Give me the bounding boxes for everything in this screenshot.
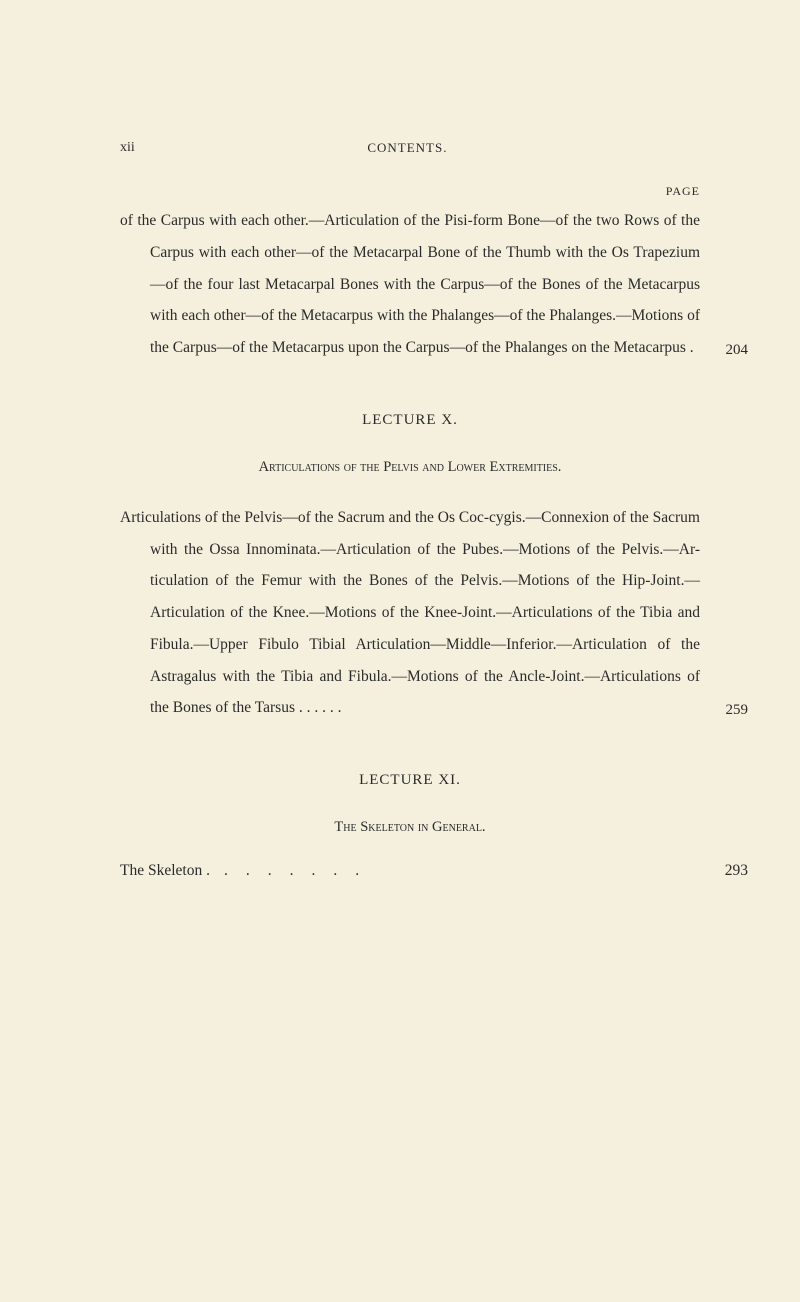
skeleton-row: The Skeleton . ....... 293 [120, 862, 700, 880]
lecture-xi-subheading: The Skeleton in General. [120, 819, 700, 836]
page-content: xii CONTENTS. PAGE of the Carpus with ea… [0, 0, 800, 940]
header-spacer [680, 140, 700, 156]
header-row: xii CONTENTS. [120, 140, 700, 156]
lecture-x-subheading: Articulations of the Pelvis and Lower Ex… [120, 459, 700, 476]
lecture-xi-heading: LECTURE XI. [120, 772, 700, 789]
skeleton-dots: ....... [210, 862, 725, 880]
entry-1-text: of the Carpus with each other.—Articulat… [120, 205, 700, 364]
skeleton-page: 293 [725, 862, 748, 880]
page-column-label: PAGE [120, 184, 700, 199]
entry-2-page: 259 [726, 702, 749, 719]
entry-2-text: Articulations of the Pelvis—of the Sacru… [120, 502, 700, 724]
lecture-x-heading: LECTURE X. [120, 412, 700, 429]
skeleton-label: The Skeleton . [120, 862, 210, 880]
entry-1-page: 204 [726, 342, 749, 359]
toc-entry-1: of the Carpus with each other.—Articulat… [120, 205, 700, 364]
toc-entry-2: Articulations of the Pelvis—of the Sacru… [120, 502, 700, 724]
page-number-roman: xii [120, 140, 135, 156]
contents-label: CONTENTS. [367, 140, 447, 156]
